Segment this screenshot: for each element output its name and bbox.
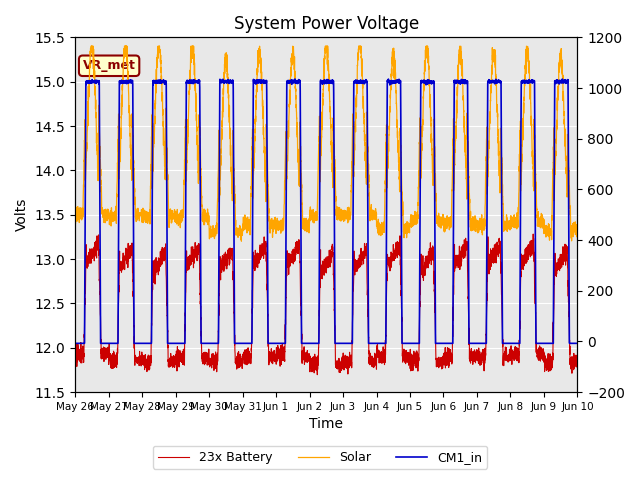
Title: System Power Voltage: System Power Voltage xyxy=(234,15,419,33)
23x Battery xyxy=(264,308,271,313)
CM1_in xyxy=(386,78,394,84)
CM1_in xyxy=(527,80,535,86)
CM1_in xyxy=(264,240,271,246)
Line: CM1_in: CM1_in xyxy=(75,79,577,343)
23x Battery xyxy=(71,347,79,352)
CM1_in xyxy=(547,340,555,346)
Solar xyxy=(525,63,532,69)
Legend: 23x Battery, Solar, CM1_in: 23x Battery, Solar, CM1_in xyxy=(153,446,487,469)
CM1_in xyxy=(573,340,581,346)
23x Battery xyxy=(529,231,537,237)
Solar xyxy=(237,238,245,244)
Y-axis label: Volts: Volts xyxy=(15,198,29,231)
23x Battery xyxy=(314,372,321,378)
CM1_in xyxy=(131,340,139,346)
Solar xyxy=(87,43,95,49)
Solar xyxy=(386,117,394,122)
23x Battery xyxy=(131,356,139,361)
CM1_in xyxy=(525,78,532,84)
23x Battery xyxy=(527,248,535,253)
Text: VR_met: VR_met xyxy=(83,59,136,72)
Solar xyxy=(547,230,555,236)
23x Battery xyxy=(573,359,581,365)
Line: 23x Battery: 23x Battery xyxy=(75,234,577,375)
CM1_in xyxy=(291,76,299,82)
X-axis label: Time: Time xyxy=(309,418,343,432)
CM1_in xyxy=(71,340,79,346)
Solar xyxy=(131,209,139,215)
Solar xyxy=(573,223,581,229)
Solar xyxy=(71,216,79,222)
Solar xyxy=(527,113,535,119)
Solar xyxy=(264,173,271,179)
23x Battery xyxy=(386,266,394,272)
23x Battery xyxy=(547,364,555,370)
Line: Solar: Solar xyxy=(75,46,577,241)
23x Battery xyxy=(525,249,532,255)
